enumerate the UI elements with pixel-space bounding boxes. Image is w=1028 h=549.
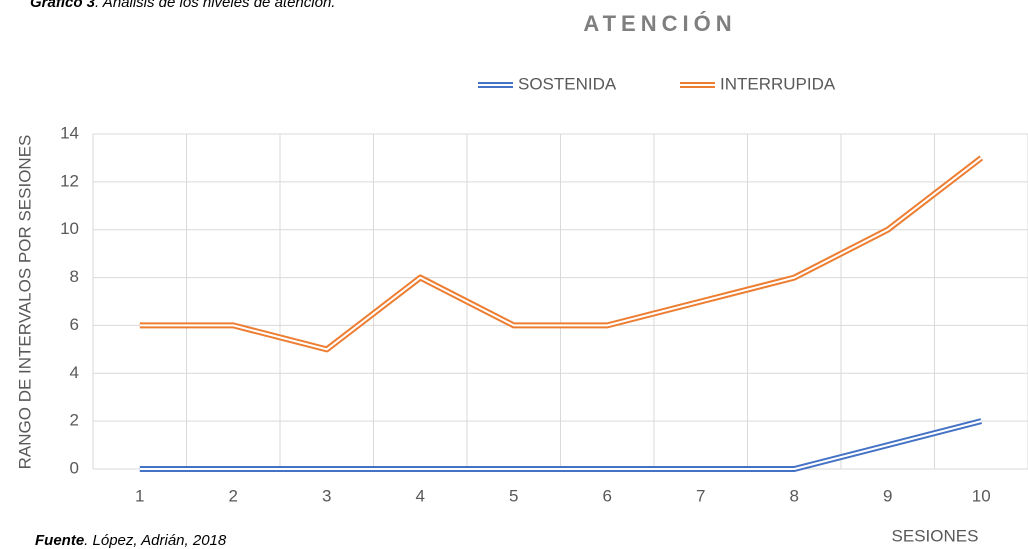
x-tick-label: 5 <box>509 486 518 505</box>
caption-text: . Análisis de los niveles de atención. <box>95 0 335 11</box>
caption-label: Gráfico 3 <box>30 0 96 11</box>
y-tick-label: 8 <box>70 267 79 286</box>
x-tick-label: 10 <box>972 486 991 505</box>
y-axis-label: RANGO DE INTERVALOS POR SESIONES <box>15 135 34 470</box>
source-text: . López, Adrián, 2018 <box>84 532 227 549</box>
y-tick-label: 6 <box>70 315 79 334</box>
x-tick-label: 8 <box>790 486 799 505</box>
y-tick-label: 10 <box>60 219 79 238</box>
chart-title: ATENCIÓN <box>583 11 736 36</box>
x-tick-label: 1 <box>135 486 144 505</box>
y-tick-label: 14 <box>60 123 79 142</box>
source-label: Fuente <box>35 532 84 549</box>
x-tick-label: 6 <box>603 486 612 505</box>
x-axis-label: SESIONES <box>892 526 979 545</box>
legend-label: SOSTENIDA <box>518 74 617 93</box>
y-tick-label: 0 <box>70 458 79 477</box>
x-tick-label: 3 <box>322 486 331 505</box>
x-tick-label: 9 <box>883 486 892 505</box>
series-line-inner <box>139 420 982 470</box>
source: Fuente. López, Adrián, 2018 <box>35 532 227 549</box>
x-tick-label: 2 <box>229 486 238 505</box>
caption: Gráfico 3. Análisis de los niveles de at… <box>30 0 335 11</box>
x-tick-label: 7 <box>696 486 705 505</box>
y-tick-label: 2 <box>70 411 79 430</box>
y-tick-label: 12 <box>60 171 79 190</box>
y-tick-label: 4 <box>70 363 79 382</box>
series-line-inner <box>139 157 982 351</box>
x-tick-label: 4 <box>416 486 425 505</box>
legend-label: INTERRUPIDA <box>720 74 836 93</box>
